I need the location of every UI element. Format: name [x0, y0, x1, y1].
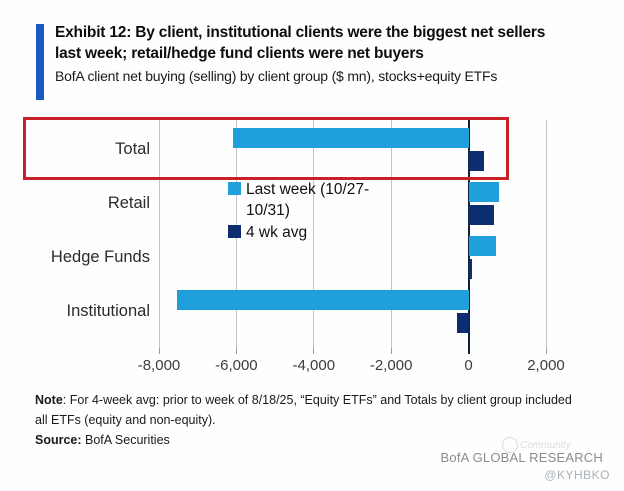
bar-hedge-funds-4-wk-avg	[468, 259, 472, 279]
bar-retail-4-wk-avg	[468, 205, 494, 225]
legend-item-last-week-10-27-10-31: Last week (10/27-10/31)	[228, 179, 378, 221]
bar-institutional-4-wk-avg	[457, 313, 469, 333]
chart-legend: Last week (10/27-10/31) 4 wk avg	[228, 179, 378, 244]
exhibit-title-line1: Exhibit 12: By client, institutional cli…	[55, 24, 546, 41]
x-tick-mark-2-000	[390, 348, 392, 354]
source-line: Source: BofA Securities	[35, 433, 170, 447]
x-tick-label-0: 0	[464, 357, 473, 374]
legend-item-4-wk-avg: 4 wk avg	[228, 222, 378, 243]
total-row-highlight-annotation	[23, 117, 509, 180]
gridline-4-000	[313, 120, 315, 348]
exhibit-subtitle: BofA client net buying (selling) by clie…	[55, 68, 498, 84]
footnote-line1: Note: For 4-week avg: prior to week of 8…	[35, 393, 572, 407]
bar-institutional-last-week-10-27-10-31	[176, 290, 469, 310]
bar-hedge-funds-last-week-10-27-10-31	[468, 236, 497, 256]
x-tick-label-2-000: -2,000	[369, 357, 413, 374]
gridline-8-000	[158, 120, 160, 348]
legend-swatch-icon	[228, 182, 241, 195]
x-tick-mark-6-000	[235, 348, 237, 354]
legend-swatch-icon	[228, 225, 241, 238]
category-label-total: Total	[115, 140, 150, 158]
gridline-2-000	[545, 120, 547, 348]
bofa-global-research-brand: BofA GLOBAL RESEARCH	[440, 450, 603, 465]
bar-retail-last-week-10-27-10-31	[468, 182, 499, 202]
exhibit-header: Exhibit 12: By client, institutional cli…	[55, 22, 610, 86]
community-watermark: Community	[502, 437, 571, 453]
x-tick-label-6-000: -6,000	[215, 357, 258, 374]
bar-total-last-week-10-27-10-31	[232, 128, 469, 148]
footnote-block: Note: For 4-week avg: prior to week of 8…	[35, 390, 591, 450]
x-tick-label-2-000: 2,000	[527, 357, 565, 374]
category-label-hedge-funds: Hedge Funds	[50, 248, 150, 266]
x-tick-label-4-000: -4,000	[292, 357, 336, 374]
title-accent-bar	[36, 24, 44, 100]
x-tick-label-8-000: -8,000	[137, 357, 181, 374]
gridline-2-000	[390, 120, 392, 348]
category-label-retail: Retail	[107, 194, 150, 212]
legend-label: 4 wk avg	[246, 224, 308, 241]
bar-total-4-wk-avg	[468, 151, 485, 171]
x-tick-mark-8-000	[158, 348, 160, 354]
legend-label: Last week (10/27-10/31)	[246, 181, 370, 219]
x-tick-mark-2-000	[545, 348, 547, 354]
footnote-line2: all ETFs (equity and non-equity).	[35, 413, 216, 427]
note-label: Note	[35, 393, 63, 407]
source-label: Source:	[35, 433, 82, 447]
exhibit-title-line2: last week; retail/hedge fund clients wer…	[55, 45, 424, 62]
kyhbko-watermark-handle: @KYHBKO	[544, 468, 610, 482]
watermark-logo-icon	[502, 437, 518, 453]
x-tick-mark-4-000	[313, 348, 315, 354]
category-label-institutional: Institutional	[66, 302, 150, 320]
